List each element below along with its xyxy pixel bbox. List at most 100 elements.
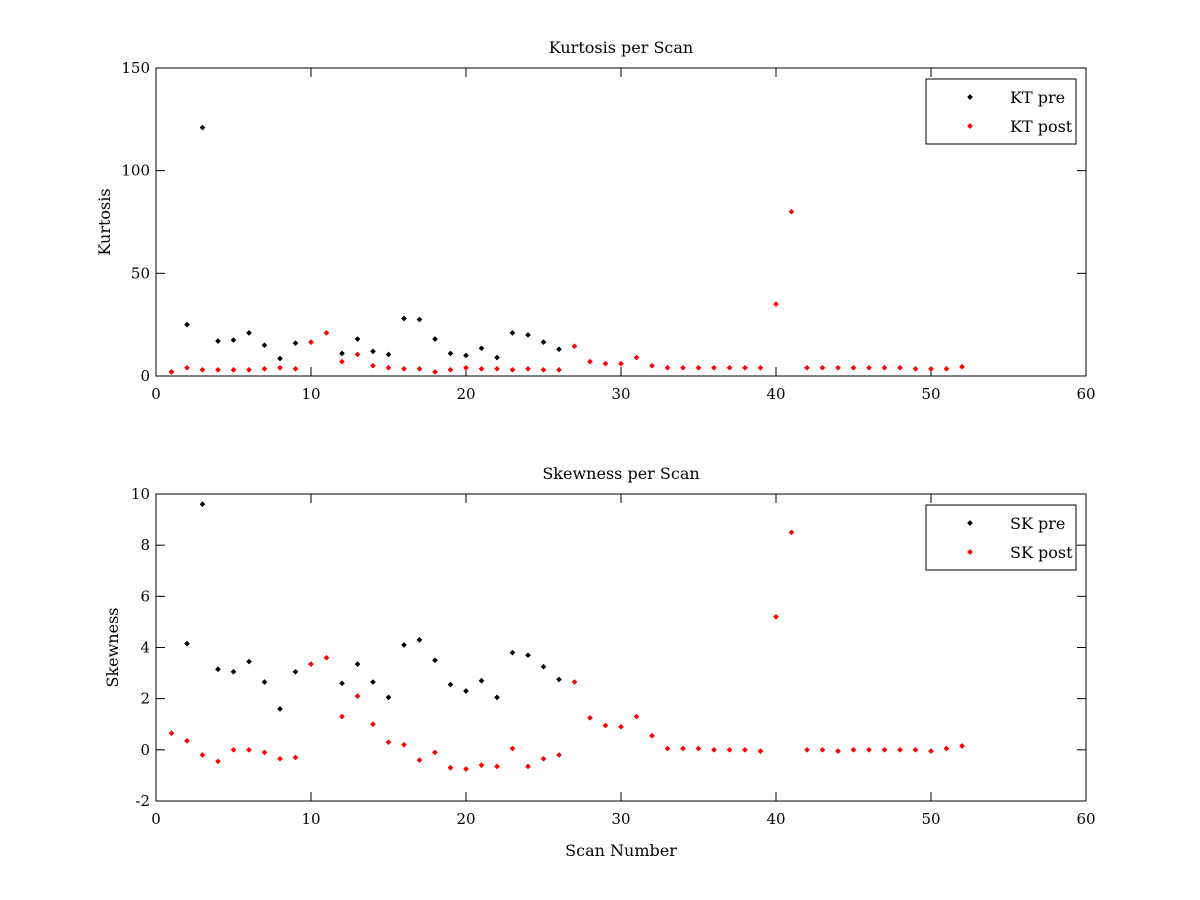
data-point [432,749,438,756]
y-tick-label: 0 [140,741,150,759]
data-point [323,654,330,661]
data-point [370,721,376,728]
data-point [556,752,562,758]
data-point [432,336,438,342]
y-tick-label: 8 [140,536,150,554]
data-point [912,365,919,372]
x-tick-label: 40 [766,385,785,403]
x-tick-label: 20 [456,810,475,828]
legend-box [925,78,1077,145]
data-point [370,362,376,369]
y-tick-label: 2 [140,690,150,708]
data-point [509,367,516,373]
data-point [540,339,547,345]
data-point [711,364,717,371]
data-point [664,364,671,371]
data-point [494,763,500,770]
data-point [184,321,190,328]
data-point [881,747,888,753]
data-point [184,738,190,744]
legend-entry: KT pre [1010,88,1065,107]
data-point [277,364,283,371]
data-point [308,661,314,667]
data-point [277,706,283,712]
data-point [385,739,392,745]
data-point [773,613,779,620]
data-point [385,351,392,358]
y-tick-label: -2 [135,792,150,810]
chart-panel-1: 0 10 20 30 40 50 60 0 50 100 150 Kurtosis per Scan K… [95,38,1096,403]
data-point [215,338,221,344]
data-point [618,723,624,730]
x-tick-label: 60 [1076,385,1095,403]
data-point [742,364,748,371]
data-point [261,342,268,349]
data-point [447,764,454,771]
data-point [525,763,531,770]
x-tick-label: 20 [456,385,475,403]
data-point [447,350,454,357]
data-point [416,636,423,643]
data-point [959,743,965,749]
legend-entry: SK pre [1010,514,1065,533]
data-point [928,748,934,754]
data-point [835,364,841,371]
x-tick-label: 40 [766,810,785,828]
x-tick-label: 30 [611,385,630,403]
series-sk-pre [184,501,562,712]
data-point [757,364,764,371]
data-point [587,358,593,365]
data-point [773,301,779,307]
data-point [168,369,175,375]
data-point [478,762,485,769]
data-point [540,755,547,762]
data-point [695,745,702,752]
chart-title: Kurtosis per Scan [549,38,693,57]
data-point [354,336,361,342]
data-point [246,658,252,665]
x-tick-label: 30 [611,810,630,828]
x-axis-label: Scan Number [565,841,677,860]
data-point [633,713,640,720]
x-tick-label: 50 [921,385,940,403]
legend-entry: KT post [1010,117,1073,136]
data-point [494,354,500,361]
data-point [602,360,609,367]
data-point [819,364,826,371]
data-point [323,330,330,336]
data-point [215,666,221,673]
data-point [494,694,500,701]
data-point [199,124,206,131]
data-point [246,747,252,753]
data-point [540,663,547,670]
y-tick-label: 6 [140,587,150,605]
data-point [757,748,764,754]
data-point [804,747,810,753]
legend-box [925,504,1077,571]
legend-marker [967,549,973,555]
data-point [308,339,314,345]
y-axis-label: Kurtosis [95,188,114,255]
y-tick-label: 10 [131,485,150,503]
legend: SK pre SK post [925,504,1077,571]
data-point [432,369,438,375]
data-point [277,755,283,762]
y-tick-label: 50 [131,264,150,282]
legend-marker [967,123,973,129]
data-point [292,668,299,675]
series-sk-post [168,529,965,772]
data-point [261,679,268,685]
data-point [230,337,237,343]
data-point [447,681,454,688]
data-point [292,754,299,761]
data-point [571,343,578,350]
data-point [261,749,268,756]
data-point [370,679,376,685]
data-point [401,315,407,322]
data-point [401,365,407,372]
data-point [277,355,283,362]
data-point [354,693,361,699]
data-point [943,365,950,372]
data-point [478,677,485,684]
